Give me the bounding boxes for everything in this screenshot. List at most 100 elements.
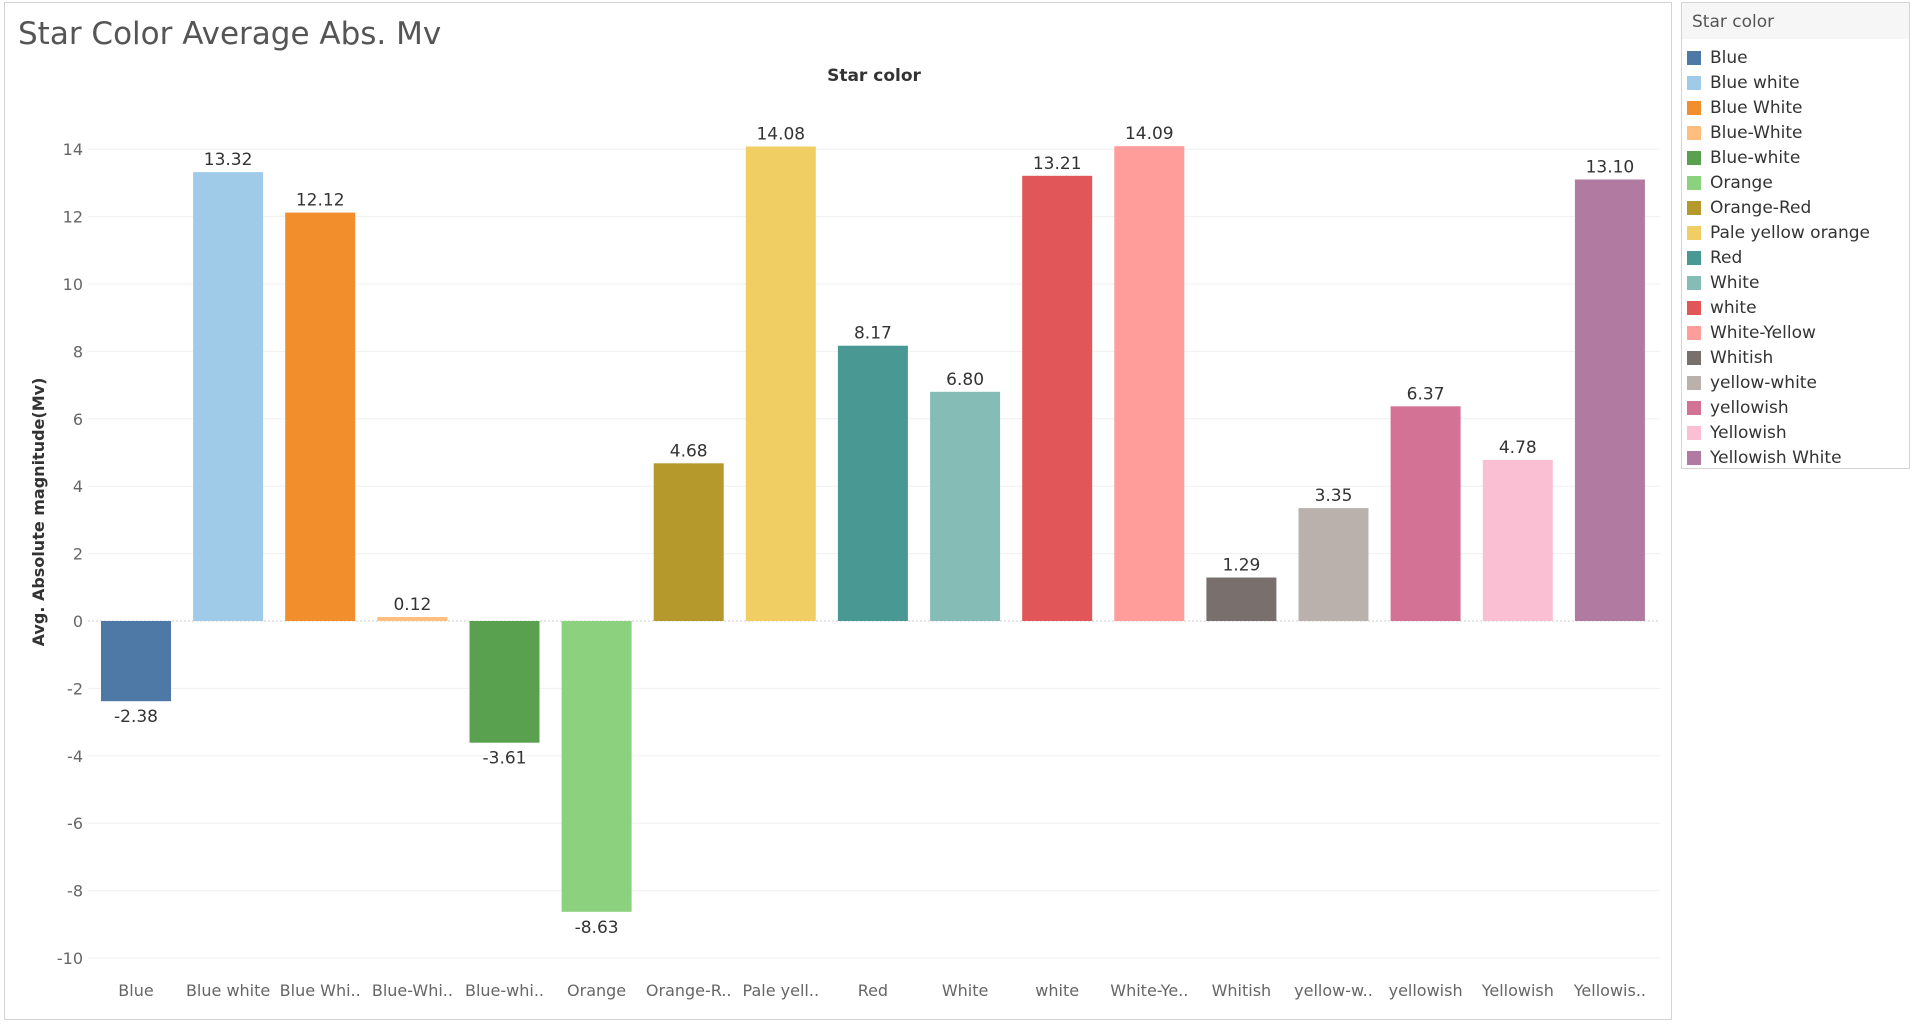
x-tick-label: Orange <box>567 981 626 1000</box>
bar[interactable] <box>1390 406 1461 621</box>
bar[interactable] <box>1574 179 1645 622</box>
y-tick-label: 12 <box>63 208 83 227</box>
x-tick-label: Whitish <box>1212 981 1272 1000</box>
y-tick-label: 4 <box>73 477 83 496</box>
data-label: 1.29 <box>1222 556 1260 576</box>
legend-swatch <box>1687 75 1701 90</box>
legend-swatch <box>1687 250 1701 265</box>
legend-item[interactable]: white <box>1682 295 1909 320</box>
bar[interactable] <box>837 345 908 621</box>
data-label: 14.09 <box>1125 124 1174 144</box>
x-tick-label: Yellowis.. <box>1573 981 1646 1000</box>
y-tick-label: -10 <box>57 949 83 968</box>
y-axis-ticks: -10 -8 -6 -4 -2 0 2 4 6 8 10 12 14 <box>57 140 83 968</box>
bar[interactable] <box>653 463 724 621</box>
data-label: 6.37 <box>1407 384 1445 404</box>
bar[interactable] <box>101 621 171 702</box>
x-tick-label: Pale yell.. <box>743 981 819 1000</box>
bars[interactable] <box>101 146 1645 912</box>
legend-item[interactable]: Yellowish White <box>1682 445 1909 470</box>
bar[interactable] <box>1114 146 1185 621</box>
legend-item[interactable]: Red <box>1682 245 1909 270</box>
data-label: 4.78 <box>1499 438 1537 458</box>
legend-swatch <box>1687 350 1701 365</box>
legend-item[interactable]: White-Yellow <box>1682 320 1909 345</box>
legend-label: Orange-Red <box>1710 197 1812 218</box>
legend-swatch <box>1687 300 1701 315</box>
bar[interactable] <box>1022 175 1093 622</box>
bar[interactable] <box>285 212 356 621</box>
data-label: 13.10 <box>1586 158 1635 178</box>
legend-item[interactable]: White <box>1682 270 1909 295</box>
y-tick-label: -8 <box>67 882 83 901</box>
y-tick-label: 6 <box>73 410 83 429</box>
bar[interactable] <box>1298 508 1369 621</box>
legend-swatch <box>1687 150 1701 165</box>
legend-swatch <box>1687 100 1701 115</box>
legend-swatch <box>1687 50 1701 65</box>
legend-label: Blue-White <box>1710 122 1803 143</box>
bar[interactable] <box>930 391 1001 621</box>
legend-item[interactable]: Orange <box>1682 170 1909 195</box>
legend-label: yellowish <box>1710 397 1789 418</box>
bar[interactable] <box>1206 577 1277 622</box>
legend-items: Blue Blue white Blue White Blue-White Blue-w… <box>1682 45 1909 470</box>
bar[interactable] <box>1482 459 1553 621</box>
legend-label: Blue White <box>1710 97 1803 118</box>
x-tick-label: Red <box>858 981 888 1000</box>
x-tick-label: Orange-R.. <box>646 981 732 1000</box>
data-label: 14.08 <box>756 125 805 145</box>
y-tick-label: -2 <box>67 679 83 698</box>
column-header: Star color <box>827 66 921 86</box>
legend-item[interactable]: Whitish <box>1682 345 1909 370</box>
legend-swatch <box>1687 275 1701 290</box>
x-tick-label: Blue white <box>186 981 270 1000</box>
legend-label: Whitish <box>1710 347 1774 368</box>
x-tick-label: Yellowish <box>1481 981 1554 1000</box>
legend-swatch <box>1687 325 1701 340</box>
color-legend: Star color Blue Blue white Blue White Blue-… <box>1681 2 1910 469</box>
data-label: 13.32 <box>204 150 253 170</box>
bar[interactable] <box>469 621 540 743</box>
x-axis-ticks: Blue Blue white Blue Whi.. Blue-Whi.. Blue-w… <box>118 981 1646 1000</box>
y-tick-label: 2 <box>73 545 83 564</box>
legend-item[interactable]: Pale yellow orange <box>1682 220 1909 245</box>
legend-item[interactable]: Blue White <box>1682 95 1909 120</box>
legend-item[interactable]: Blue-white <box>1682 145 1909 170</box>
legend-label: white <box>1710 297 1757 318</box>
bar[interactable] <box>377 617 448 621</box>
legend-item[interactable]: Blue <box>1682 45 1909 70</box>
data-label: 8.17 <box>854 324 892 344</box>
bar[interactable] <box>561 621 632 912</box>
data-label: 0.12 <box>393 595 431 615</box>
x-tick-label: yellow-w.. <box>1294 981 1373 1000</box>
legend-item[interactable]: Yellowish <box>1682 420 1909 445</box>
legend-label: Blue-white <box>1710 147 1801 168</box>
legend-swatch <box>1687 450 1701 465</box>
legend-swatch <box>1687 200 1701 215</box>
x-tick-label: White-Ye.. <box>1110 981 1188 1000</box>
data-label: -2.38 <box>114 707 158 727</box>
data-label: -3.61 <box>483 749 527 769</box>
y-tick-label: 8 <box>73 342 83 361</box>
legend-swatch <box>1687 175 1701 190</box>
legend-swatch <box>1687 375 1701 390</box>
legend-item[interactable]: yellowish <box>1682 395 1909 420</box>
legend-item[interactable]: Orange-Red <box>1682 195 1909 220</box>
legend-item[interactable]: yellow-white <box>1682 370 1909 395</box>
legend-item[interactable]: Blue-White <box>1682 120 1909 145</box>
bar[interactable] <box>193 172 264 621</box>
data-label: 12.12 <box>296 191 345 211</box>
y-tick-label: 0 <box>73 612 83 631</box>
x-tick-label: Blue <box>118 981 153 1000</box>
bar[interactable] <box>745 146 816 622</box>
legend-swatch <box>1687 400 1701 415</box>
legend-label: Blue white <box>1710 72 1800 93</box>
legend-label: White-Yellow <box>1710 322 1816 343</box>
legend-label: Yellowish White <box>1710 447 1842 468</box>
data-label: 3.35 <box>1315 486 1353 506</box>
data-label: -8.63 <box>575 918 619 938</box>
x-tick-label: Blue-whi.. <box>465 981 544 1000</box>
x-tick-label: yellowish <box>1389 981 1463 1000</box>
legend-item[interactable]: Blue white <box>1682 70 1909 95</box>
